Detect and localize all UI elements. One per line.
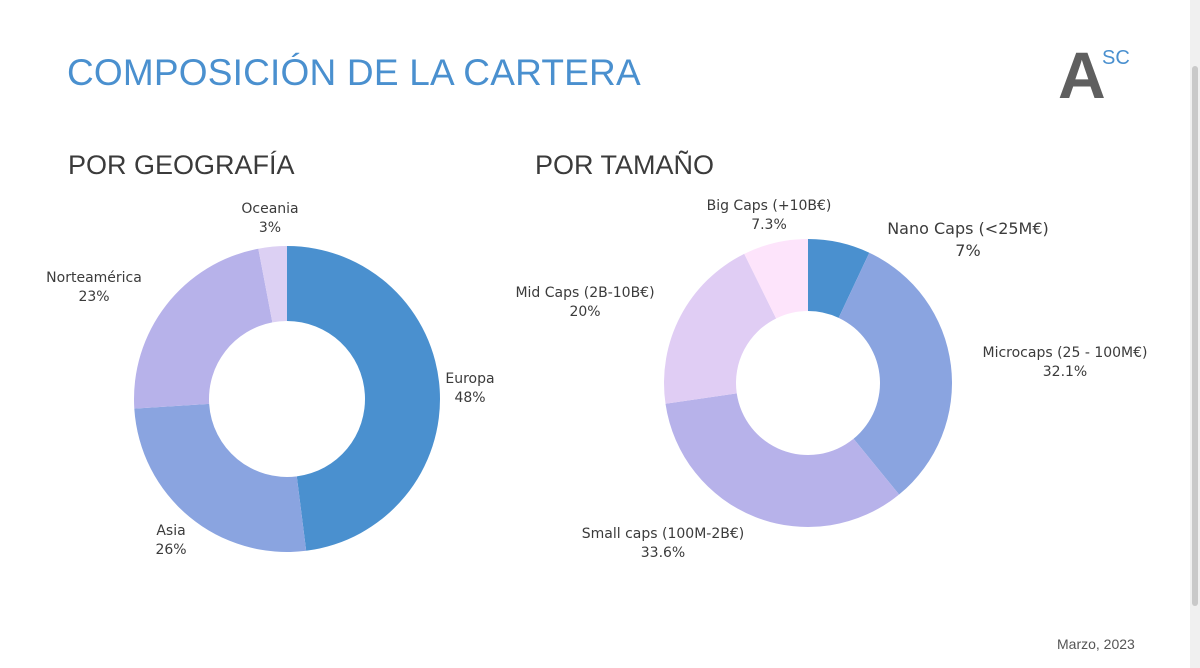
slice-asia: [134, 403, 307, 553]
vertical-scrollbar[interactable]: [1190, 0, 1200, 668]
slice-nano-caps-25m: [808, 239, 870, 318]
slice-label-small-caps-100m-2b: Small caps (100M-2B€) 33.6%: [582, 526, 744, 561]
date-label: Marzo, 2023: [1057, 636, 1135, 652]
slice-oceania: [258, 246, 287, 323]
slice-microcaps-25-100m: [838, 252, 952, 495]
slice-label-mid-caps-2b-10b: Mid Caps (2B-10B€) 20%: [515, 285, 654, 320]
company-logo: A SC: [1058, 38, 1130, 112]
page-title: COMPOSICIÓN DE LA CARTERA: [67, 52, 641, 93]
slice-label-oceania: Oceania 3%: [241, 201, 298, 236]
logo-superscript: SC: [1102, 47, 1130, 69]
slice-label-asia: Asia 26%: [155, 523, 186, 558]
slice-label-norteam-rica: Norteamérica 23%: [46, 270, 142, 305]
slice-mid-caps-2b-10b: [664, 253, 777, 404]
logo-letter: A: [1058, 38, 1106, 112]
slice-label-big-caps-10b: Big Caps (+10B€) 7.3%: [707, 198, 832, 233]
slice-label-microcaps-25-100m: Microcaps (25 - 100M€) 32.1%: [983, 345, 1148, 380]
slice-label-nano-caps-25m: Nano Caps (<25M€) 7%: [887, 219, 1049, 260]
slice-europa: [287, 246, 441, 551]
slice-norteam-rica: [134, 248, 273, 409]
slice-label-europa: Europa 48%: [445, 371, 494, 406]
chart-title-tamano: POR TAMAÑO: [535, 150, 715, 180]
scrollbar-thumb[interactable]: [1192, 66, 1198, 606]
slice-big-caps-10b: [744, 239, 808, 319]
slice-small-caps-100m-2b: [665, 393, 900, 528]
chart-title-geografia: POR GEOGRAFÍA: [68, 150, 295, 180]
